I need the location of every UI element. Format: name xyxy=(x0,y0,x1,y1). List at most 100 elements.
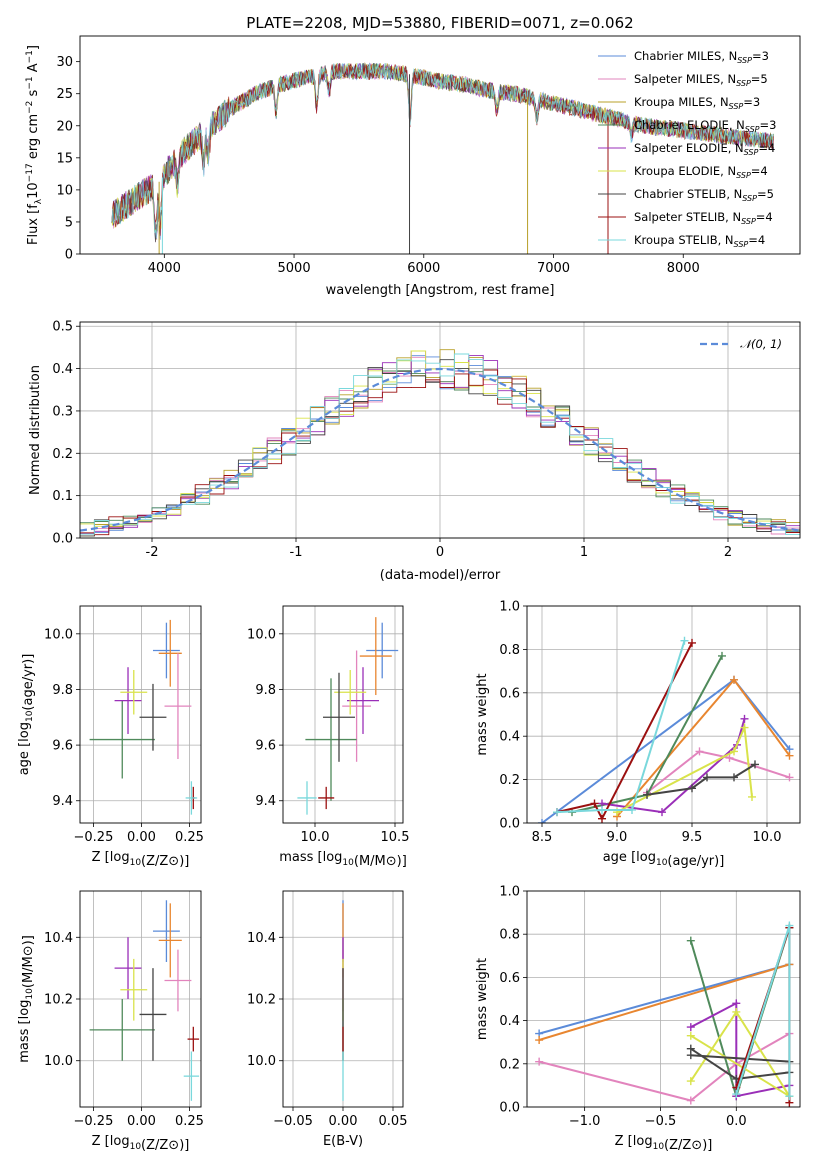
y-tick-label: 25 xyxy=(56,87,73,102)
x-tick-label: 8.5 xyxy=(532,830,553,845)
x-tick-label: 8000 xyxy=(667,261,700,276)
series-marker xyxy=(598,814,606,823)
x-axis-label: Z [log10(Z/Z⊙)] xyxy=(615,1134,713,1153)
mass-weight-vs-age-panel: 8.5 9.0 9.5 10.0 0.0 0.2 0.4 0.6 0.8 1.0 age [log1… xyxy=(475,600,801,869)
series-lines xyxy=(538,636,794,823)
x-tick-label: 0.25 xyxy=(175,1114,204,1129)
axes-frame xyxy=(282,605,404,824)
x-tick-label: 10.5 xyxy=(381,830,410,845)
legend-entry: Chabrier MILES, NSSP=3 xyxy=(634,49,769,65)
series-marker xyxy=(695,747,704,756)
series-marker xyxy=(643,790,651,799)
x-axis-label: mass [log10(M/M⊙)] xyxy=(279,850,407,869)
series-line xyxy=(556,640,686,814)
y-tick-label: 30 xyxy=(56,55,73,70)
axes-frame xyxy=(526,890,801,1108)
spectrum-panel: 4000 5000 6000 7000 8000 0 5 10 15 20 25 30 PLATE=22… xyxy=(25,14,801,298)
histograms xyxy=(80,349,800,537)
age-vs-mass-panel: 10.0 10.5 9.4 9.6 9.8 10.0 mass [log10(M/M⊙)] xyxy=(247,605,410,869)
series-marker xyxy=(785,773,794,782)
series-marker xyxy=(785,1092,794,1101)
legend-entry: Salpeter MILES, NSSP=5 xyxy=(634,72,768,88)
y-tick-label: 0.2 xyxy=(52,447,73,462)
errorbars xyxy=(297,617,399,815)
series-marker xyxy=(686,1051,695,1060)
legend-entry: 𝒩(0, 1) xyxy=(740,337,782,351)
y-tick-label: 10.2 xyxy=(44,993,73,1008)
series-marker xyxy=(590,799,599,808)
legend-entry: Chabrier ELODIE, NSSP=3 xyxy=(634,118,776,134)
series-marker xyxy=(725,753,734,762)
axes-frame xyxy=(79,321,801,539)
x-axis-label: wavelength [Angstrom, rest frame] xyxy=(326,283,555,298)
errorbar xyxy=(183,1051,200,1101)
y-tick-label: 9.8 xyxy=(255,683,276,698)
errorbar xyxy=(152,622,180,679)
series-marker xyxy=(628,805,636,814)
errorbar xyxy=(152,900,180,962)
series-line xyxy=(556,642,693,821)
y-tick-label: 1.0 xyxy=(499,600,520,615)
series-marker xyxy=(748,792,756,801)
series-line xyxy=(646,750,790,794)
errorbar xyxy=(139,968,167,1061)
y-tick-label: 5 xyxy=(65,215,73,230)
y-tick-label: 10.0 xyxy=(247,1054,276,1069)
x-tick-label: 6000 xyxy=(407,261,440,276)
y-axis-label: mass weight xyxy=(475,673,490,755)
histogram-step xyxy=(80,369,800,536)
errorbar xyxy=(185,781,198,815)
errorbar xyxy=(158,903,182,978)
x-tick-label: −0.5 xyxy=(645,1114,677,1129)
errorbar xyxy=(164,949,192,1012)
errorbar xyxy=(139,683,167,751)
series-marker xyxy=(688,784,696,793)
y-tick-label: 0.3 xyxy=(52,404,73,419)
legend: Chabrier MILES, NSSP=3 Salpeter MILES, NS… xyxy=(598,49,776,249)
x-tick-label: 9.5 xyxy=(682,830,703,845)
y-tick-label: 0.0 xyxy=(499,817,520,832)
x-tick-label: 10.0 xyxy=(301,830,330,845)
series-marker xyxy=(751,760,759,769)
series-line xyxy=(538,963,790,1035)
series-marker xyxy=(732,999,741,1008)
axes-frame xyxy=(79,35,801,255)
y-axis-label: mass weight xyxy=(475,958,490,1040)
chart-title: PLATE=2208, MJD=53880, FIBERID=0071, z=0… xyxy=(246,14,633,32)
errorbar xyxy=(89,700,155,779)
x-axis-label: Z [log10(Z/Z⊙)] xyxy=(92,850,190,869)
y-tick-label: 0.4 xyxy=(499,1014,520,1029)
x-tick-label: 0.00 xyxy=(127,1114,156,1129)
x-tick-label: 4000 xyxy=(148,261,181,276)
errorbar xyxy=(120,958,148,1021)
series-marker xyxy=(686,1077,695,1086)
series-marker xyxy=(553,808,561,817)
series-marker xyxy=(718,651,726,660)
x-tick-label: -1 xyxy=(290,545,303,560)
x-tick-label: 0.00 xyxy=(329,1114,358,1129)
y-tick-label: 1.0 xyxy=(499,885,520,900)
errorbar xyxy=(297,781,317,815)
series-marker xyxy=(730,773,738,782)
errorbar xyxy=(347,667,379,734)
errorbar xyxy=(187,1026,200,1052)
series-line xyxy=(538,963,790,1041)
x-tick-label: 1 xyxy=(580,545,588,560)
legend-entry: Kroupa STELIB, NSSP=4 xyxy=(634,233,765,249)
series-line xyxy=(616,723,753,813)
errorbar xyxy=(89,999,155,1061)
errorbar xyxy=(323,672,355,762)
errorbar xyxy=(342,650,371,762)
errorbars xyxy=(89,900,200,1101)
series-marker xyxy=(686,936,695,945)
x-tick-label: 5000 xyxy=(278,261,311,276)
errorbar xyxy=(114,667,142,734)
y-tick-label: 0.2 xyxy=(499,1057,520,1072)
series-marker xyxy=(688,638,696,647)
series-marker xyxy=(680,636,689,645)
series-marker xyxy=(535,1057,544,1066)
series-marker xyxy=(740,714,749,723)
x-tick-label: −1.0 xyxy=(569,1114,601,1129)
y-tick-label: 9.6 xyxy=(255,739,276,754)
x-axis-label: (data-model)/error xyxy=(380,568,501,583)
